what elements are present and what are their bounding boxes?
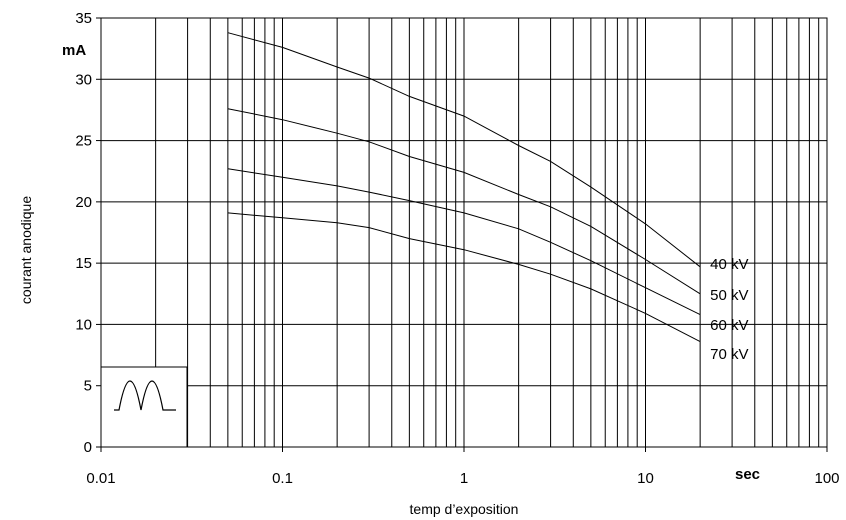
y-tick-label: 25: [75, 133, 92, 150]
y-axis-title: courant anodique: [18, 196, 34, 304]
x-tick-label: 1: [460, 470, 468, 487]
x-tick-label: 0.01: [86, 470, 115, 487]
series-label: 70 kV: [710, 346, 748, 363]
x-tick-label: 10: [637, 470, 654, 487]
x-tick-label: 100: [814, 470, 839, 487]
series-label: 40 kV: [710, 256, 748, 273]
y-tick-labels: 0 5 10 15 20 25 30 35: [75, 10, 101, 456]
series-label: 60 kV: [710, 317, 748, 334]
y-unit-label: mA: [62, 42, 86, 59]
y-tick-label: 10: [75, 316, 92, 333]
x-axis-title: temp d’exposition: [410, 501, 519, 517]
series-line-70-kv: [227, 212, 701, 343]
series-line-60-kv: [227, 168, 701, 316]
y-tick-label: 15: [75, 255, 92, 272]
waveform-inset: [100, 366, 188, 448]
inset-box: [100, 366, 188, 448]
y-tick-label: 30: [75, 71, 92, 88]
series-line-50-kv: [227, 108, 701, 295]
series-label: 50 kV: [710, 287, 748, 304]
grid-vertical: [100, 18, 820, 447]
y-tick-label: 35: [75, 10, 92, 27]
series-line-40-kv: [227, 32, 701, 268]
y-tick-label: 20: [75, 194, 92, 211]
series-labels: 40 kV 50 kV 60 kV 70 kV: [710, 256, 748, 363]
series-lines: [227, 32, 701, 343]
x-unit-label: sec: [735, 466, 760, 483]
x-tick-label: 0.1: [272, 470, 293, 487]
x-tick-labels: 0.01 0.1 1 10 100: [86, 447, 840, 487]
y-tick-label: 5: [84, 378, 92, 395]
full-wave-rectified-waveform-icon: [114, 380, 176, 411]
y-tick-label: 0: [84, 439, 92, 456]
